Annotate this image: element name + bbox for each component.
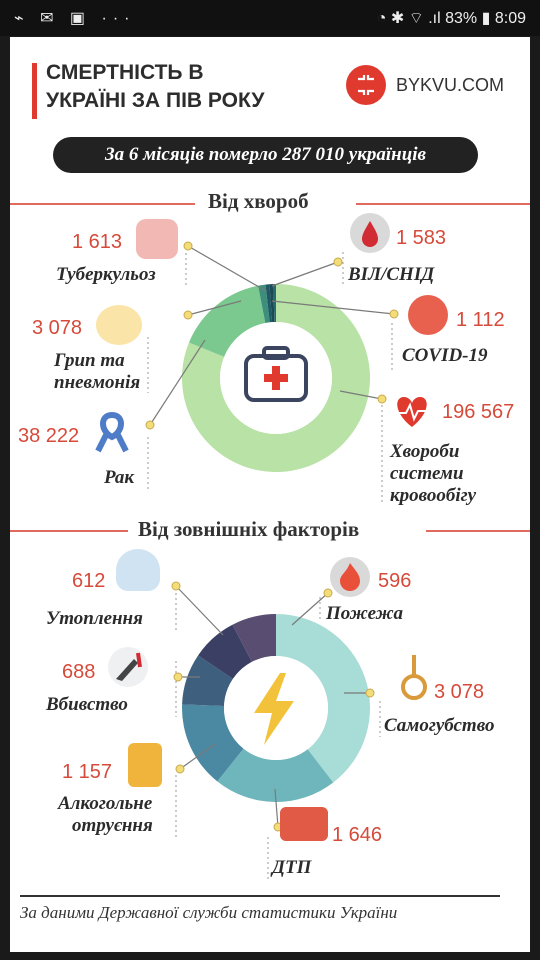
section-divider: [426, 530, 530, 532]
status-bar: ⌁ ✉ ▣ ··· ◔ ✱ ⌔ .ıl 83% ▮ 8:09: [0, 0, 540, 36]
leader-line: [291, 592, 329, 626]
first-aid-kit-icon: [244, 346, 308, 402]
donut-slice-1: [188, 285, 266, 357]
donut-slice-4: [269, 284, 275, 323]
leader-line: [187, 300, 242, 316]
label-suicide: Самогубство: [384, 715, 495, 736]
leader-dot: [323, 588, 333, 598]
status-icons: ⌁ ✉ ▣ ···: [14, 10, 136, 27]
section-divider: [10, 530, 128, 532]
value-cardio: 196 567: [442, 401, 515, 423]
donut-slice-3: [182, 655, 233, 706]
brand-name: BYKVU.COM: [396, 75, 505, 95]
leader-line: [274, 788, 279, 828]
label-traffic: ДТП: [272, 857, 312, 878]
sick-person-icon: [96, 305, 142, 345]
lightning-icon: [254, 673, 294, 745]
summary-banner: За 6 місяців померло 287 010 українців: [53, 137, 478, 173]
label-murder: Вбивство: [46, 694, 128, 715]
donut-slice-2: [258, 284, 270, 324]
label-alcohol: Алкогольне отруєння: [58, 793, 153, 836]
leader-line: [149, 339, 206, 426]
section-title-diseases: Від хвороб: [208, 189, 309, 213]
leader-dot: [183, 241, 193, 251]
donut-slice-2: [181, 704, 244, 782]
value-suicide: 3 078: [434, 681, 485, 703]
donut-slice-4: [198, 624, 252, 679]
beer-mug-icon: [128, 743, 162, 787]
donut-charts: [145, 241, 399, 882]
lungs-icon: [136, 219, 178, 259]
value-flu: 3 078: [32, 317, 83, 339]
value-fire: 596: [378, 570, 412, 592]
leader-line: [179, 743, 216, 770]
heart-icon: [390, 391, 434, 431]
source-note: За даними Державної служби статистики Ук…: [20, 903, 398, 922]
value-covid: 1 112: [456, 309, 505, 331]
section-divider: [10, 203, 195, 205]
donut-slice-0: [182, 284, 370, 472]
clock: 8:09: [494, 10, 526, 27]
value-traffic: 1 646: [332, 824, 383, 846]
infographic-card: СМЕРТНІСТЬ В УКРАЇНІ ЗА ПІВ РОКУ BYKVU.C…: [10, 37, 530, 952]
leader-line: [339, 390, 383, 400]
leader-dot: [365, 688, 375, 698]
leader-line: [175, 585, 224, 636]
fire-icon: [330, 557, 370, 597]
leader-lines: [149, 245, 395, 828]
leader-dot: [175, 764, 185, 774]
battery-percent: 83%: [445, 10, 478, 27]
label-covid: COVID-19: [402, 345, 488, 366]
knife-icon: [108, 647, 148, 687]
donut-slice-0: [276, 614, 370, 783]
car-crash-icon: [280, 807, 328, 841]
leader-dot: [389, 309, 399, 319]
blood-drop-icon: [350, 213, 390, 253]
ribbon-icon: [92, 411, 132, 455]
status-right: ◔ ✱ ⌔ .ıl 83% ▮ 8:09: [377, 8, 526, 28]
leader-dot: [173, 672, 183, 682]
drowning-hand-icon: [116, 549, 160, 591]
value-cancer: 38 222: [18, 425, 80, 447]
leader-line: [187, 245, 267, 292]
leader-line: [271, 300, 395, 315]
label-flu: Грип та пневмонія: [54, 350, 141, 393]
value-murder: 688: [62, 661, 96, 683]
battery-icon: ▮: [481, 10, 495, 27]
page-title: СМЕРТНІСТЬ В УКРАЇНІ ЗА ПІВ РОКУ: [46, 61, 265, 112]
section-title-external: Від зовнішніх факторів: [138, 517, 360, 541]
leader-dot: [145, 420, 155, 430]
wifi-icon: ◔ ✱ ⌔ .ıl: [376, 10, 446, 27]
leader-dot: [333, 257, 343, 267]
leader-line: [271, 261, 339, 287]
title-accent-bar: [32, 63, 37, 119]
value-drowning: 612: [72, 570, 106, 592]
noose-icon: [394, 655, 434, 705]
label-dashes: [147, 252, 393, 882]
leader-dot: [377, 394, 387, 404]
leader-dot: [183, 310, 193, 320]
brand-logo-icon: [346, 65, 386, 105]
label-fire: Пожежа: [326, 603, 403, 624]
section-divider: [356, 203, 530, 205]
label-tuberculosis: Туберкульоз: [56, 264, 156, 285]
donut-slice-5: [273, 284, 276, 323]
leader-dot: [171, 581, 181, 591]
donut-slice-5: [232, 614, 276, 662]
donut-slice-1: [217, 748, 334, 802]
donut-slice-3: [265, 284, 273, 323]
footer-divider: [20, 895, 500, 897]
label-cancer: Рак: [104, 467, 135, 488]
value-alcohol: 1 157: [62, 761, 113, 783]
value-tuberculosis: 1 613: [72, 231, 123, 253]
label-cardio: Хвороби системи кровообігу: [390, 441, 477, 506]
value-hiv: 1 583: [396, 227, 447, 249]
label-drowning: Утоплення: [46, 608, 143, 629]
virus-icon: [408, 295, 448, 335]
label-hiv: ВІЛ/СНІД: [348, 264, 435, 285]
